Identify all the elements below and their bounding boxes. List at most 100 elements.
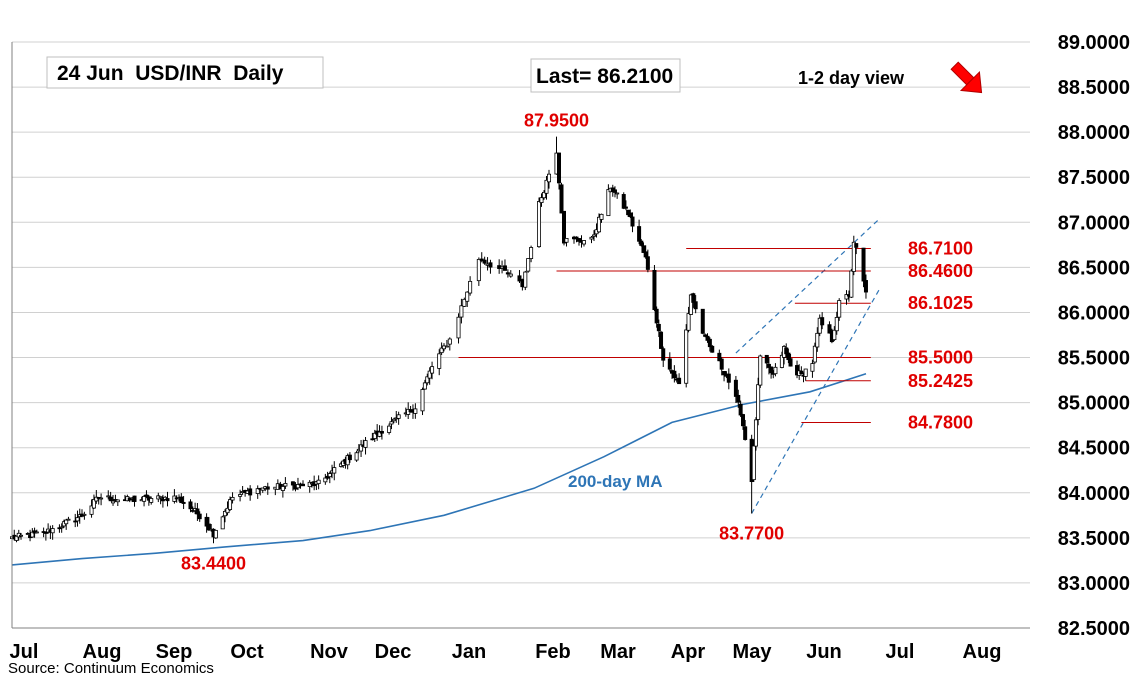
- candle: [307, 480, 312, 493]
- candle: [396, 411, 401, 425]
- candle: [779, 351, 784, 369]
- candle: [863, 274, 868, 299]
- x-tick-label: Jul: [10, 641, 39, 663]
- candle: [688, 293, 693, 315]
- candle: [827, 321, 832, 334]
- candle: [756, 377, 761, 426]
- x-tick-label: Jan: [452, 641, 486, 663]
- candle: [354, 450, 359, 462]
- candle: [517, 270, 522, 283]
- candle: [795, 360, 800, 379]
- candle: [228, 496, 233, 512]
- candle: [769, 366, 774, 379]
- candle: [195, 503, 200, 521]
- source-label: Source: Continuum Economics: [8, 660, 214, 677]
- x-tick-label: Apr: [671, 641, 706, 663]
- candle: [25, 532, 30, 535]
- candle: [851, 235, 856, 276]
- candle: [347, 452, 352, 463]
- candle: [764, 354, 769, 369]
- candle: [230, 492, 235, 504]
- candle: [82, 511, 87, 520]
- candle: [488, 259, 493, 274]
- candle: [738, 400, 743, 417]
- candle: [188, 499, 193, 513]
- candle: [111, 495, 116, 506]
- candle: [64, 518, 69, 530]
- moving-average-line: [11, 373, 867, 566]
- x-tick-label: Jun: [806, 641, 842, 663]
- candle: [637, 219, 642, 245]
- x-tick-label: Dec: [375, 641, 412, 663]
- candle: [456, 313, 461, 344]
- x-tick-label: Feb: [535, 641, 571, 663]
- candle: [439, 342, 444, 355]
- candle: [295, 477, 300, 491]
- y-tick-label: 86.0000: [1058, 302, 1130, 324]
- candle: [788, 353, 793, 367]
- candle: [73, 513, 78, 528]
- candle: [837, 298, 842, 321]
- candle: [430, 361, 435, 380]
- candles: [9, 136, 868, 545]
- y-tick-label: 88.0000: [1058, 122, 1130, 144]
- candle: [142, 494, 147, 507]
- y-tick-label: 84.0000: [1058, 483, 1130, 505]
- candle: [643, 245, 648, 259]
- candle: [844, 290, 849, 305]
- candle: [255, 485, 260, 499]
- candle: [265, 482, 270, 495]
- candle: [316, 475, 321, 490]
- candle: [544, 176, 549, 200]
- candle: [652, 264, 657, 312]
- candle: [707, 337, 712, 352]
- candle: [172, 489, 177, 504]
- y-tick-label: 87.5000: [1058, 167, 1130, 189]
- candle: [505, 269, 510, 278]
- candle: [204, 513, 209, 533]
- candle: [359, 439, 364, 458]
- candle: [213, 529, 218, 539]
- last-price: Last= 86.2100: [536, 65, 673, 88]
- candle: [684, 324, 689, 388]
- x-tick-label: Jul: [886, 641, 915, 663]
- candle: [465, 291, 470, 307]
- candle: [427, 367, 432, 385]
- candle: [803, 368, 808, 381]
- candle: [225, 501, 230, 516]
- candle: [719, 357, 724, 376]
- x-tick-label: Aug: [83, 641, 122, 663]
- y-tick-label: 87.0000: [1058, 212, 1130, 234]
- candle: [693, 295, 698, 314]
- y-tick-label: 82.5000: [1058, 618, 1130, 640]
- candle: [849, 268, 854, 298]
- candle: [462, 297, 467, 307]
- candle: [574, 236, 579, 243]
- candle: [753, 417, 758, 451]
- extreme-label: 83.4400: [181, 553, 246, 573]
- x-tick-label: Oct: [230, 641, 264, 663]
- down-arrow-icon: [950, 61, 983, 94]
- level-label: 85.2425: [908, 371, 973, 391]
- candle: [280, 484, 285, 498]
- candle: [447, 337, 452, 351]
- candle: [165, 491, 170, 507]
- candle: [705, 333, 710, 343]
- candle: [248, 485, 253, 501]
- candle: [672, 365, 677, 383]
- level-label: 85.5000: [908, 348, 973, 368]
- candle: [108, 491, 113, 502]
- candle: [30, 528, 35, 538]
- extreme-label: 83.7700: [719, 524, 784, 544]
- candle: [667, 352, 672, 372]
- y-axis-ticks: 89.0000 88.5000 88.0000 87.5000 87.0000 86.50…: [1058, 32, 1130, 640]
- candle: [710, 344, 715, 353]
- candle: [630, 212, 635, 233]
- x-tick-label: May: [733, 641, 773, 663]
- candle: [94, 490, 99, 504]
- candle: [34, 529, 39, 534]
- annotations: 87.9500 83.7700 83.4400: [181, 111, 784, 574]
- level-label: 86.1025: [908, 293, 973, 313]
- candle: [547, 169, 552, 189]
- candle: [589, 235, 594, 244]
